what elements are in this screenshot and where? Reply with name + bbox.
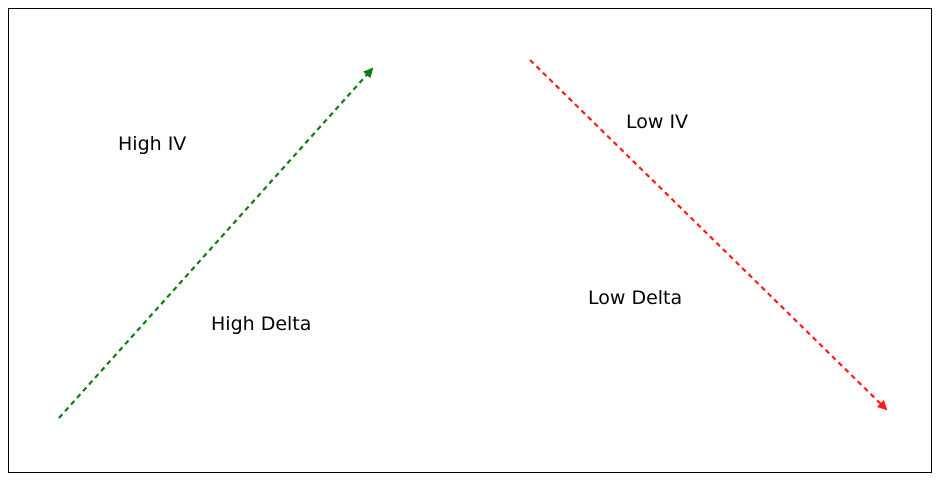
high-delta-label: High Delta [211, 313, 312, 335]
diagram-frame [8, 8, 932, 473]
down-arrow [529, 59, 888, 411]
high-iv-label: High IV [118, 133, 187, 155]
low-iv-label: Low IV [626, 111, 689, 133]
low-delta-label: Low Delta [588, 287, 683, 309]
up-arrow [58, 67, 374, 419]
